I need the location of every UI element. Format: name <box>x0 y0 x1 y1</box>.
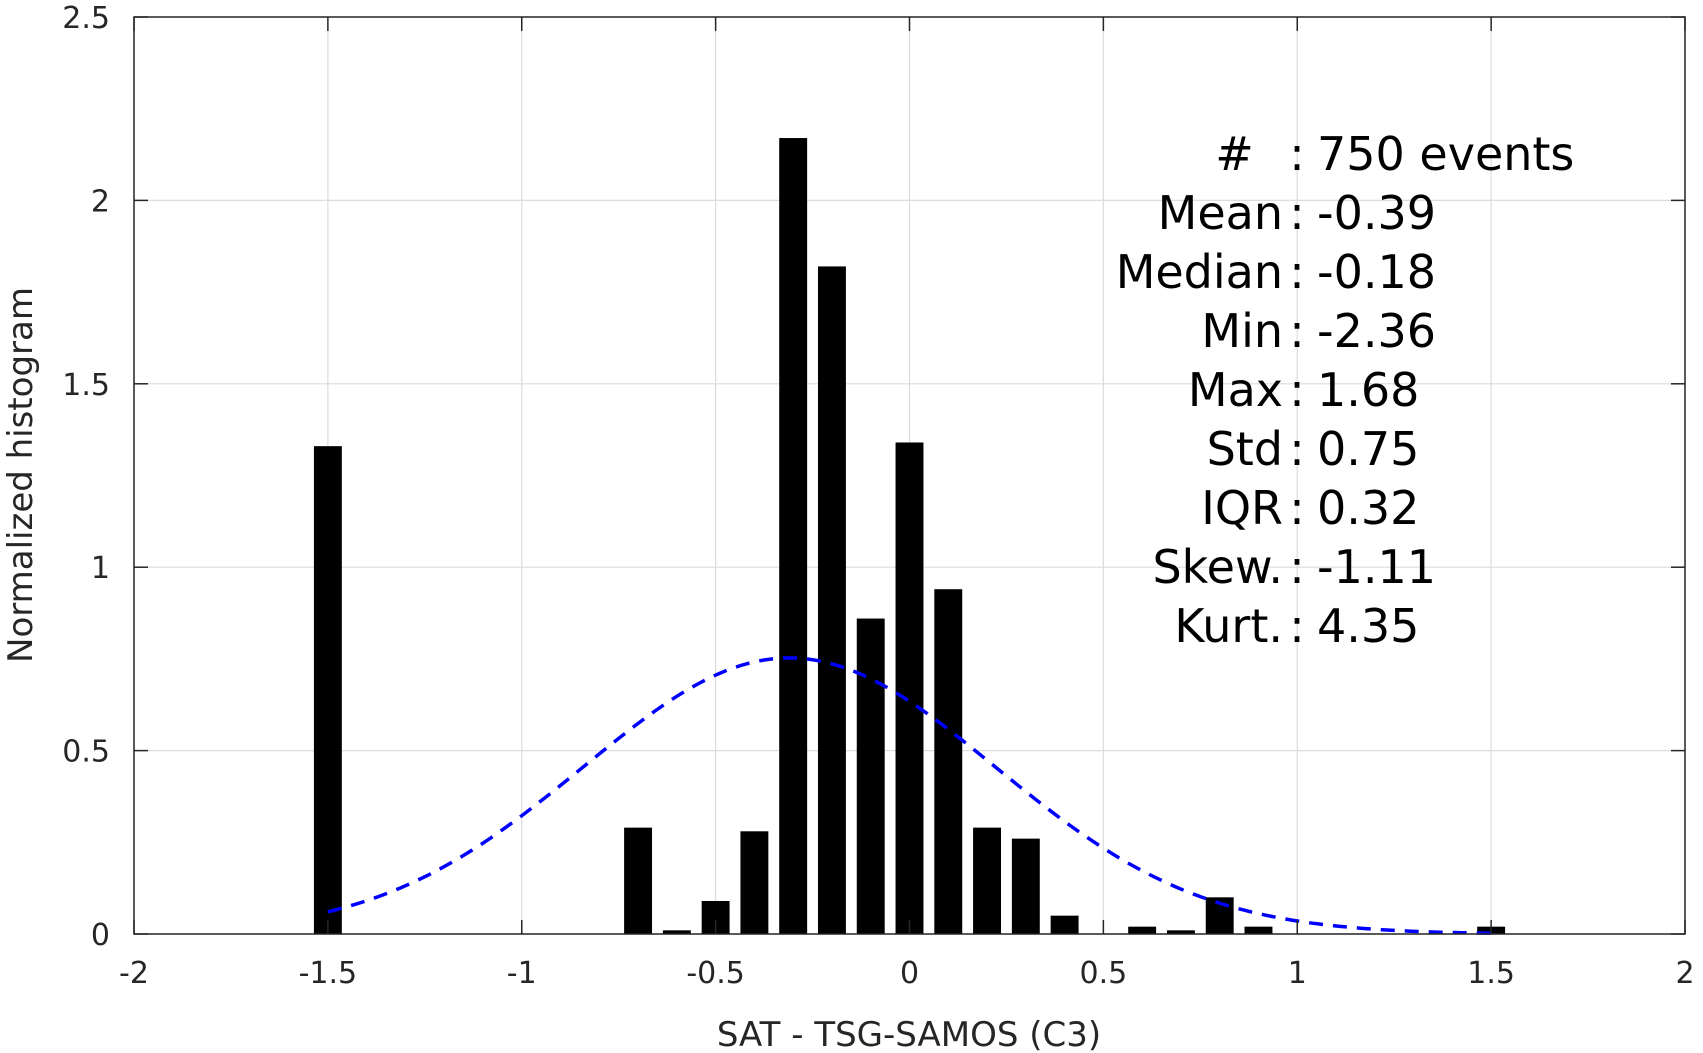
histogram-bar <box>895 442 924 934</box>
stat-colon: : <box>1289 186 1305 240</box>
x-tick-label: -1.5 <box>299 956 358 991</box>
histogram-bar <box>856 618 885 934</box>
stat-value: 750 events <box>1317 127 1574 181</box>
histogram-bar <box>1244 926 1273 934</box>
stat-label: # <box>1215 127 1283 181</box>
histogram-bar <box>662 930 691 934</box>
stat-value: -0.39 <box>1317 186 1436 240</box>
y-tick-label: 1.5 <box>62 368 110 403</box>
stat-label: Std <box>1207 422 1283 476</box>
stat-value: 1.68 <box>1317 363 1419 417</box>
stat-value: -0.18 <box>1317 245 1436 299</box>
y-tick-label: 0.5 <box>62 735 110 770</box>
x-axis-label: SAT - TSG-SAMOS (C3) <box>717 1015 1101 1053</box>
stat-colon: : <box>1289 127 1305 181</box>
stat-colon: : <box>1289 481 1305 535</box>
histogram-bar <box>624 827 653 934</box>
y-axis-label: Normalized histogram <box>1 287 41 663</box>
x-tick-label: 1.5 <box>1467 956 1515 991</box>
axis-ticks <box>133 16 1686 935</box>
histogram-bar <box>934 589 963 934</box>
histogram-bar <box>1011 838 1040 934</box>
histogram-bar <box>1050 915 1079 934</box>
stat-label: Min <box>1201 304 1283 358</box>
x-tick-label: -2 <box>119 956 149 991</box>
y-tick-label: 1 <box>91 551 110 586</box>
histogram-bar <box>1166 930 1195 934</box>
histogram-bars <box>313 138 1506 934</box>
stat-colon: : <box>1289 363 1305 417</box>
histogram-bar <box>313 446 342 934</box>
y-tick-label: 2.5 <box>62 1 110 36</box>
y-tick-label: 2 <box>91 184 110 219</box>
stat-colon: : <box>1289 422 1305 476</box>
stat-colon: : <box>1289 304 1305 358</box>
histogram-bar <box>1128 926 1157 934</box>
x-tick-label: 0 <box>900 956 919 991</box>
x-tick-label: -1 <box>507 956 537 991</box>
stat-label: Kurt. <box>1174 599 1283 653</box>
y-tick-labels: 0 0.5 1 1.5 2 2.5 <box>62 1 110 953</box>
stat-label: Median <box>1116 245 1283 299</box>
stat-value: 0.75 <box>1317 422 1419 476</box>
stat-label: Mean <box>1158 186 1283 240</box>
stat-value: -2.36 <box>1317 304 1436 358</box>
x-tick-label: 0.5 <box>1080 956 1128 991</box>
x-tick-label: 2 <box>1675 956 1694 991</box>
x-tick-label: 1 <box>1288 956 1307 991</box>
x-tick-label: -0.5 <box>686 956 745 991</box>
stat-value: -1.11 <box>1317 540 1436 594</box>
x-tick-labels: -2 -1.5 -1 -0.5 0 0.5 1 1.5 2 <box>119 956 1695 991</box>
histogram-bar <box>779 138 808 934</box>
stat-label: Skew. <box>1152 540 1283 594</box>
histogram-bar <box>973 827 1002 934</box>
stat-colon: : <box>1289 599 1305 653</box>
stat-value: 4.35 <box>1317 599 1419 653</box>
histogram-bar <box>817 266 846 934</box>
stat-value: 0.32 <box>1317 481 1419 535</box>
stat-colon: : <box>1289 540 1305 594</box>
stat-label: IQR <box>1201 481 1283 535</box>
stat-colon: : <box>1289 245 1305 299</box>
histogram-bar <box>740 831 769 934</box>
stat-label: Max <box>1188 363 1283 417</box>
y-tick-label: 0 <box>91 918 110 953</box>
